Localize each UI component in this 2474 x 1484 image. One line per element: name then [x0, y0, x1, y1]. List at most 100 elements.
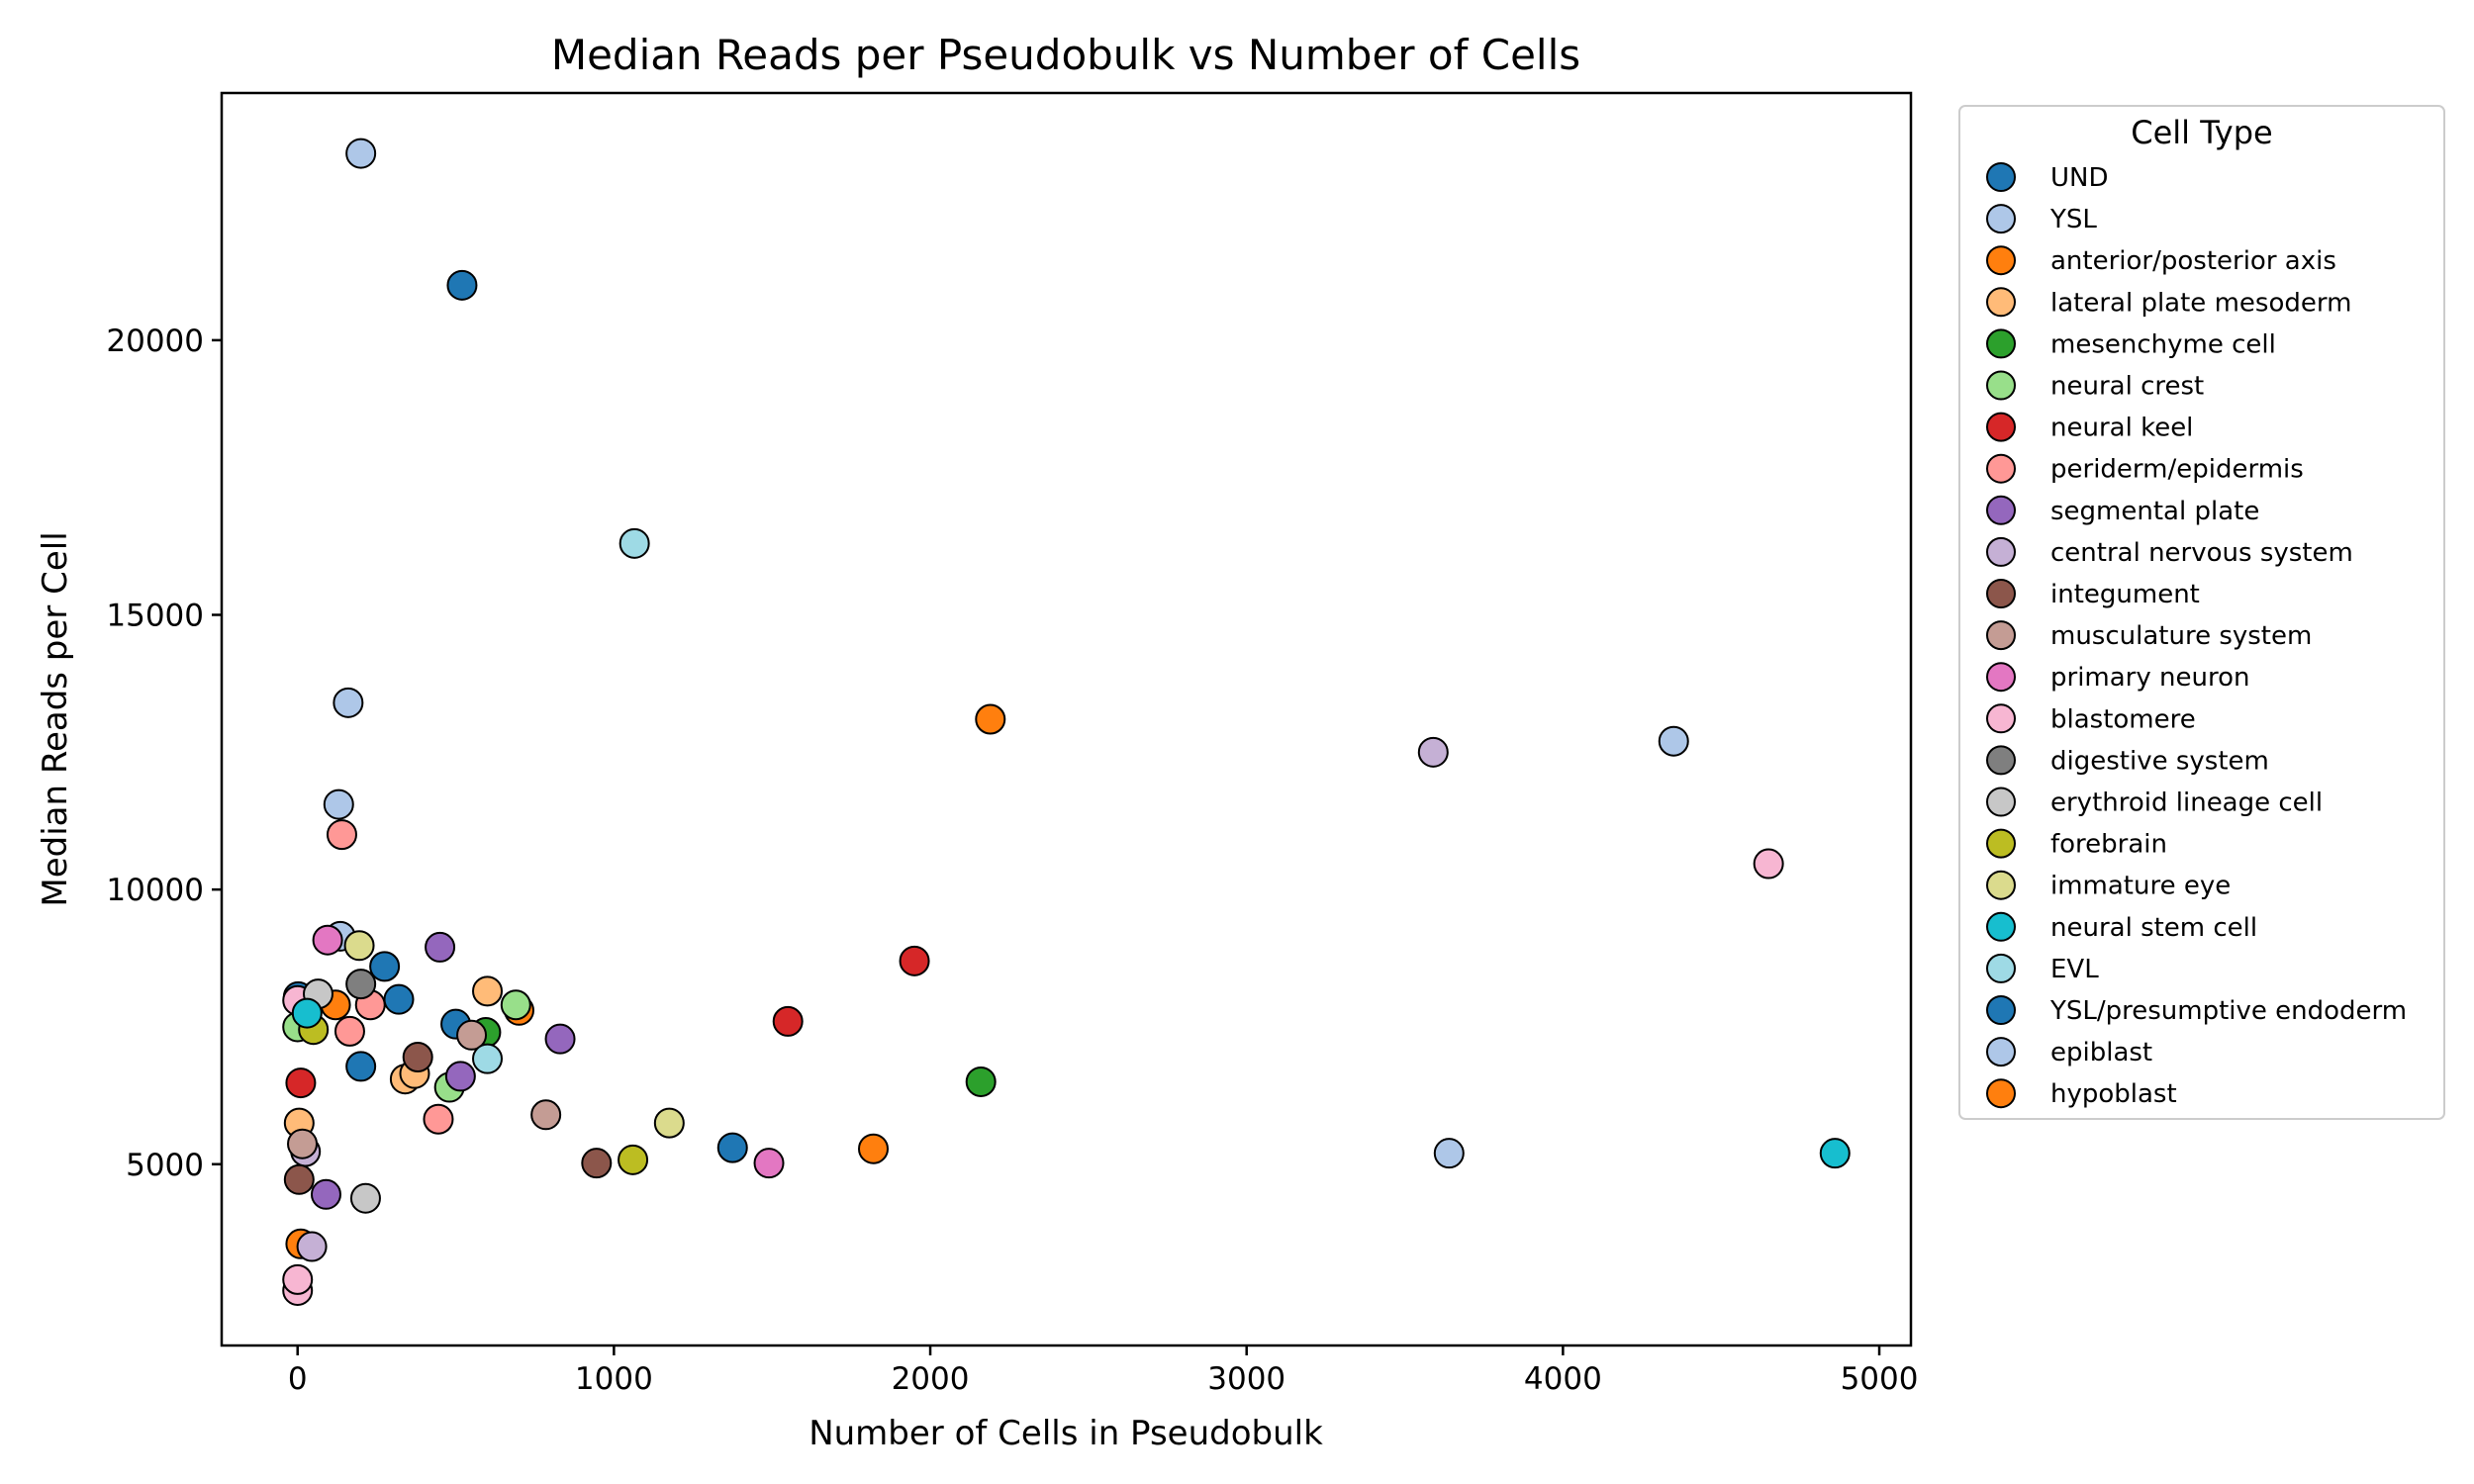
legend-item: UND	[1986, 162, 2109, 193]
data-point	[285, 1067, 317, 1099]
data-point	[653, 1107, 685, 1139]
data-point	[282, 1263, 314, 1295]
legend-item: digestive system	[1986, 745, 2269, 776]
chart-title: Median Reads per Pseudobulk vs Number of…	[551, 31, 1580, 79]
y-tick-label: 15000	[106, 599, 204, 634]
data-point	[312, 924, 343, 956]
data-point	[333, 687, 364, 718]
legend-item: immature eye	[1986, 870, 2231, 901]
data-point	[349, 1182, 381, 1214]
data-point	[326, 819, 357, 851]
legend-marker	[1986, 1078, 2016, 1109]
legend-item: hypoblast	[1986, 1078, 2177, 1109]
legend-label: YSL	[2049, 205, 2097, 234]
data-point	[310, 1178, 341, 1210]
data-point	[323, 788, 354, 820]
data-point	[383, 983, 415, 1015]
legend-marker	[1986, 287, 2016, 318]
data-point	[1417, 736, 1449, 768]
legend-item: blastomere	[1986, 703, 2196, 734]
y-tick-label: 10000	[106, 873, 204, 908]
data-point	[446, 269, 478, 301]
legend-marker	[1986, 370, 2016, 401]
legend-item: anterior/posterior axis	[1986, 245, 2336, 276]
data-point	[1753, 848, 1784, 880]
data-point	[296, 1231, 328, 1262]
legend-item: central nervous system	[1986, 536, 2353, 568]
data-point	[283, 1163, 315, 1195]
legend-box	[1958, 105, 2445, 1120]
data-point	[618, 527, 650, 559]
x-tick-label: 3000	[1207, 1361, 1285, 1397]
x-axis: 0 1000 2000 3000 4000 5000	[288, 1345, 1919, 1397]
legend-marker	[1986, 579, 2016, 608]
legend-item: neural crest	[1986, 370, 2204, 402]
y-axis: 5000 10000 15000 20000	[106, 324, 222, 1183]
data-point	[369, 951, 401, 982]
x-axis-label: Number of Cells in Pseudobulk	[809, 1414, 1323, 1453]
data-point	[291, 997, 323, 1029]
legend-marker	[1986, 536, 2016, 567]
x-tick-label: 1000	[575, 1361, 653, 1397]
legend-marker	[1986, 870, 2016, 900]
data-point	[530, 1099, 562, 1131]
legend-item: neural keel	[1986, 412, 2193, 443]
data-point	[345, 138, 377, 169]
legend-items: UND YSL anterior/posterior axis lateral pla…	[1986, 162, 2407, 1109]
data-point	[1819, 1138, 1851, 1169]
data-points	[282, 138, 1851, 1306]
data-point	[345, 969, 377, 1000]
legend-marker	[1986, 620, 2016, 651]
legend-marker	[1986, 995, 2016, 1025]
legend-label: YSL/presumptive endoderm	[2049, 996, 2407, 1026]
legend-item: periderm/epidermis	[1986, 453, 2304, 485]
legend-item: segmental plate	[1986, 495, 2259, 526]
data-point	[456, 1019, 488, 1051]
legend-marker	[1986, 412, 2016, 442]
legend-label: hypoblast	[2050, 1079, 2177, 1109]
data-point	[425, 931, 456, 963]
legend-label: lateral plate mesoderm	[2050, 288, 2351, 318]
data-point	[343, 930, 375, 962]
plot-area	[220, 91, 1913, 1347]
legend-label: UND	[2050, 163, 2109, 193]
legend-label: immature eye	[2050, 872, 2231, 901]
legend: Cell Type UND YSL anterior/posterior axis l…	[1958, 105, 2445, 1120]
data-point	[500, 989, 531, 1021]
x-tick-label: 2000	[892, 1361, 970, 1397]
legend-label: neural stem cell	[2050, 913, 2257, 943]
legend-marker	[1986, 328, 2016, 359]
data-point	[965, 1066, 997, 1097]
legend-marker	[1986, 495, 2016, 525]
data-point	[618, 1144, 649, 1175]
legend-item: YSL/presumptive endoderm	[1986, 995, 2407, 1026]
data-point	[544, 1023, 576, 1055]
legend-label: neural crest	[2050, 372, 2204, 402]
legend-item: lateral plate mesoderm	[1986, 287, 2351, 318]
data-point	[472, 975, 504, 1007]
legend-item: epiblast	[1986, 1037, 2152, 1067]
legend-item: EVL	[1986, 953, 2099, 984]
legend-label: EVL	[2050, 955, 2099, 984]
legend-item: YSL	[1986, 204, 2097, 234]
legend-marker	[1986, 911, 2016, 942]
legend-label: erythroid lineage cell	[2050, 788, 2323, 818]
legend-item: neural stem cell	[1986, 911, 2257, 943]
legend-marker	[1986, 787, 2016, 817]
legend-marker	[1986, 953, 2016, 983]
data-point	[1658, 725, 1689, 757]
legend-label: digestive system	[2050, 746, 2269, 776]
y-tick-label: 5000	[126, 1148, 204, 1183]
legend-marker	[1986, 745, 2016, 776]
data-point	[472, 1043, 504, 1074]
legend-marker	[1986, 204, 2016, 234]
data-point	[287, 1128, 319, 1159]
data-point	[899, 945, 930, 976]
legend-label: blastomere	[2050, 704, 2196, 734]
x-tick-label: 5000	[1841, 1361, 1919, 1397]
legend-marker	[1986, 828, 2016, 859]
data-point	[345, 1051, 377, 1082]
legend-label: periderm/epidermis	[2050, 455, 2304, 485]
data-point	[858, 1133, 890, 1164]
y-axis-label: Median Reads per Cell	[36, 531, 75, 906]
